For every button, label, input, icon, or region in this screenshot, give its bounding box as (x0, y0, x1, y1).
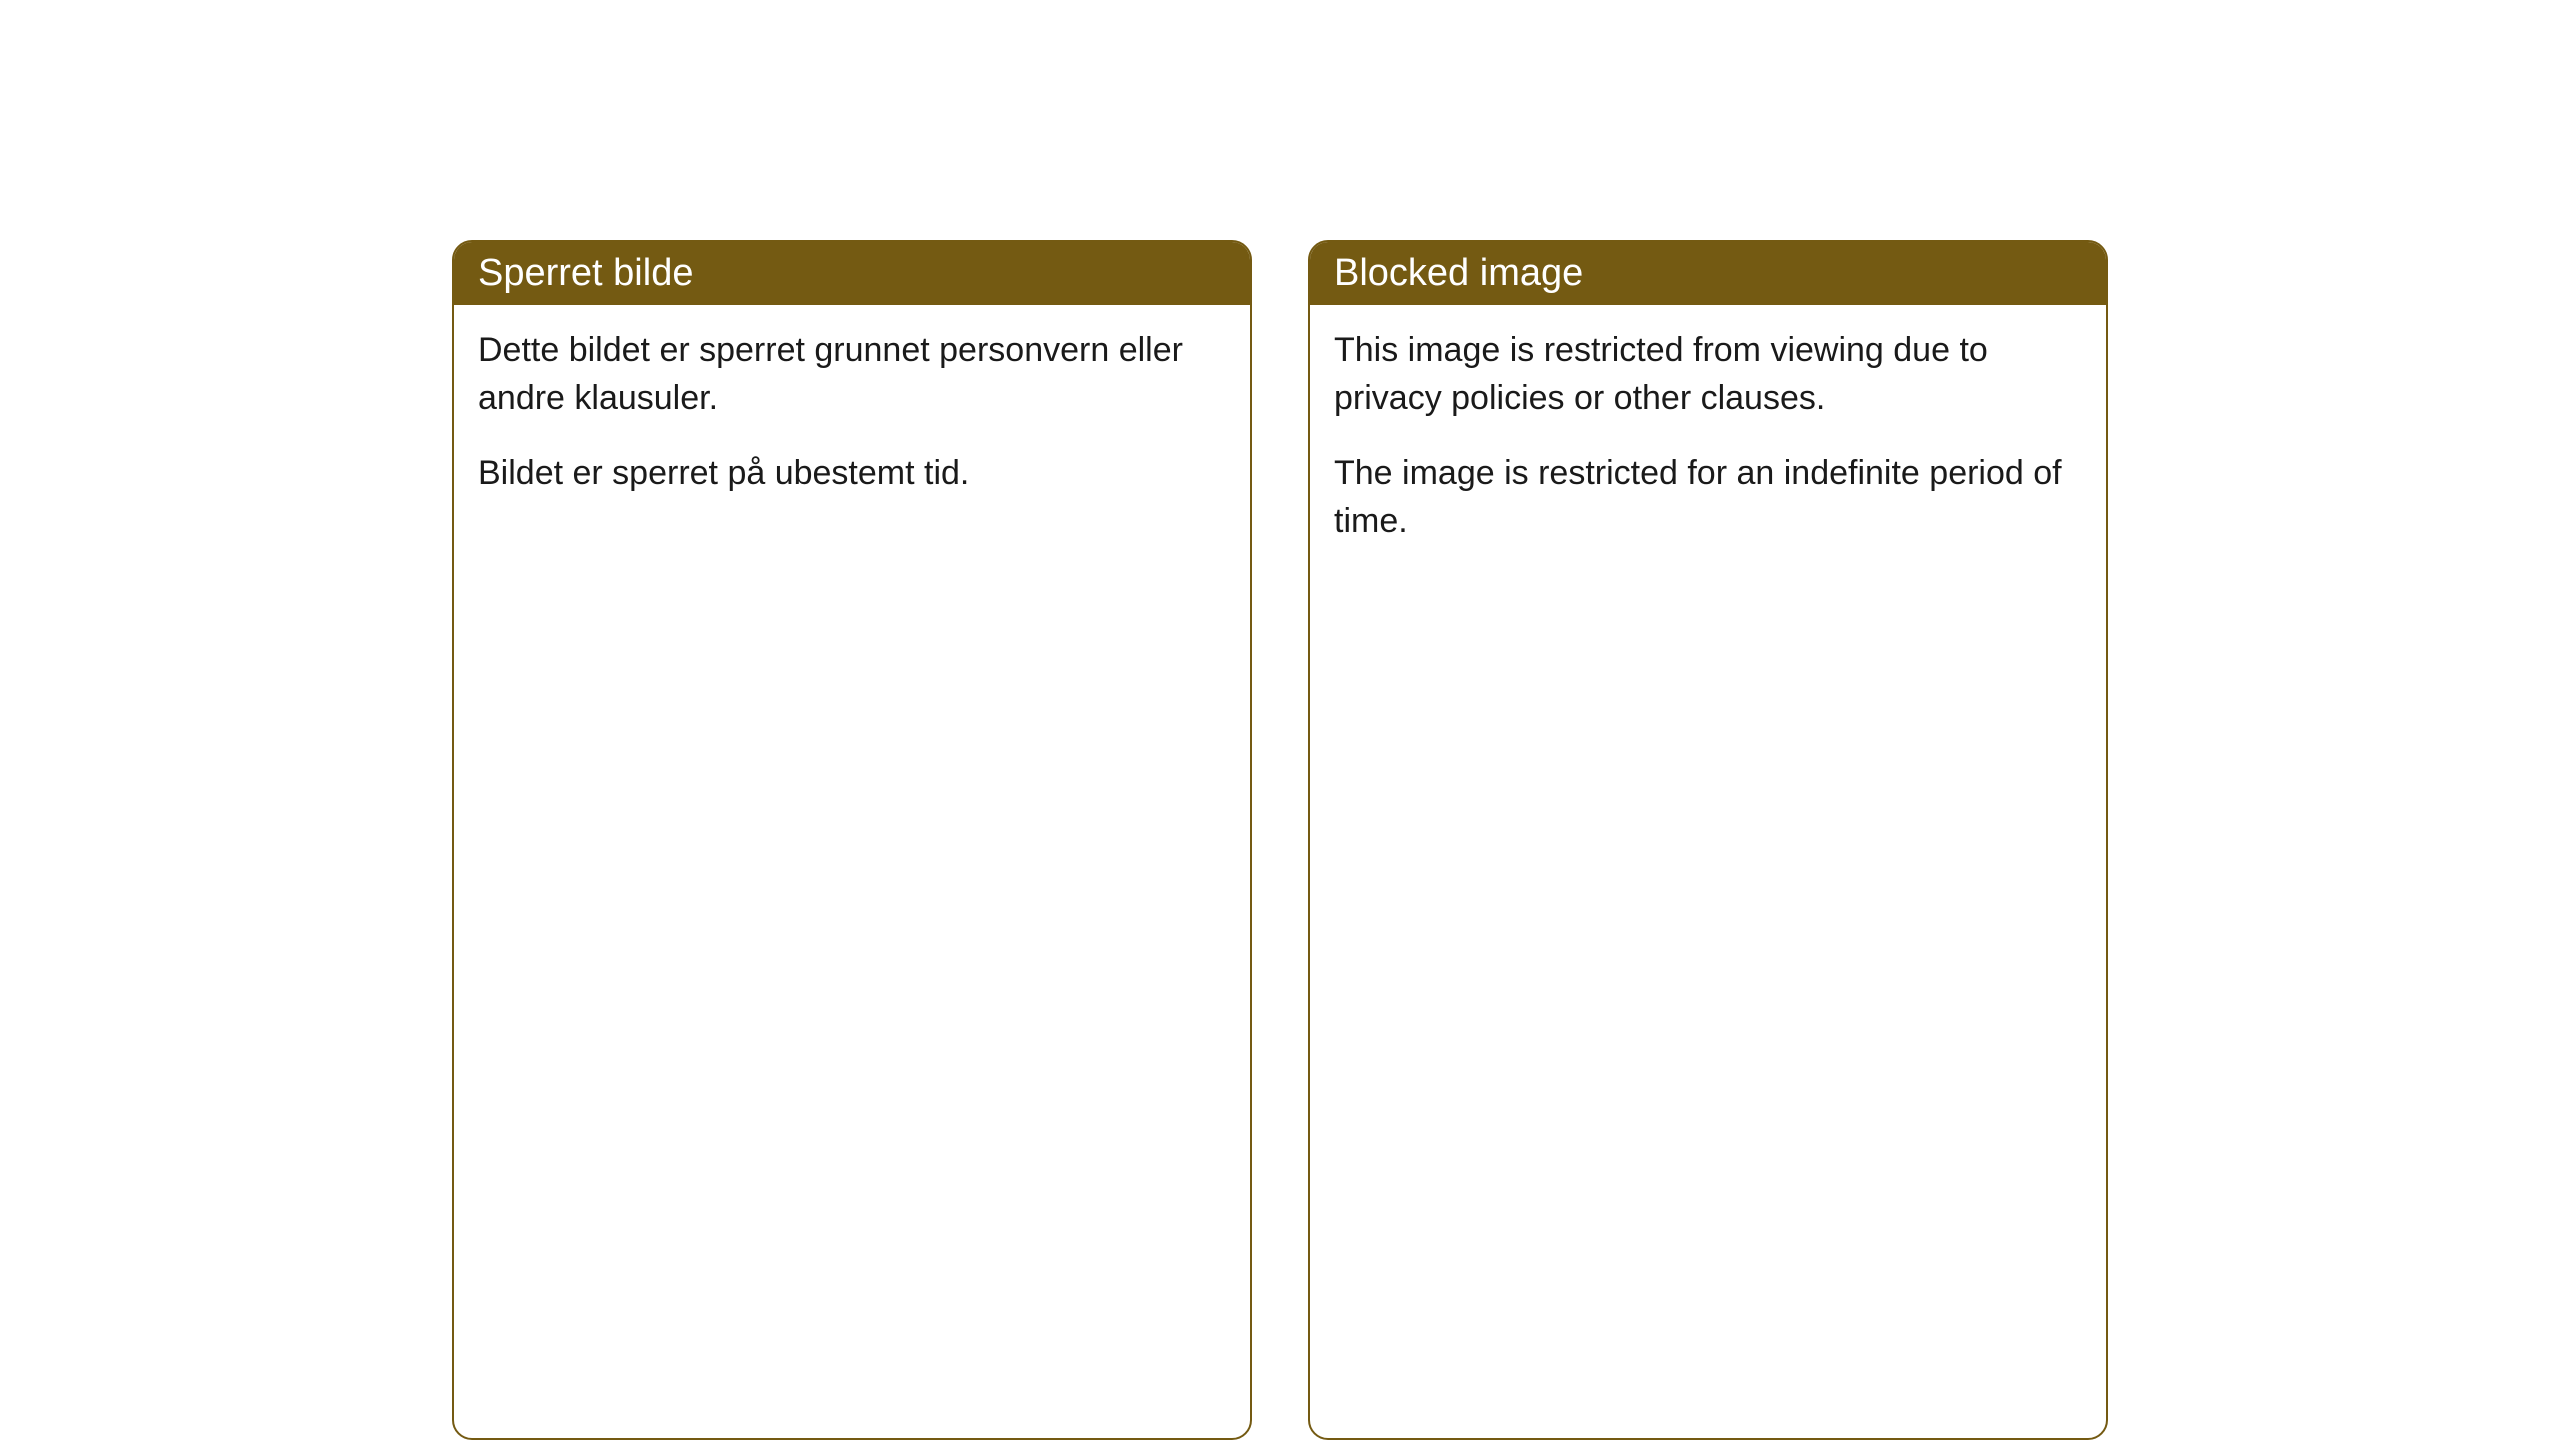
card-paragraph-1-english: This image is restricted from viewing du… (1334, 327, 2082, 422)
card-norwegian: Sperret bilde Dette bildet er sperret gr… (452, 240, 1252, 1440)
card-header-english: Blocked image (1310, 242, 2106, 305)
card-body-norwegian: Dette bildet er sperret grunnet personve… (454, 305, 1250, 534)
card-paragraph-2-norwegian: Bildet er sperret på ubestemt tid. (478, 450, 1226, 498)
card-body-english: This image is restricted from viewing du… (1310, 305, 2106, 581)
card-header-norwegian: Sperret bilde (454, 242, 1250, 305)
card-english: Blocked image This image is restricted f… (1308, 240, 2108, 1440)
cards-container: Sperret bilde Dette bildet er sperret gr… (452, 240, 2108, 1440)
card-paragraph-2-english: The image is restricted for an indefinit… (1334, 450, 2082, 545)
card-paragraph-1-norwegian: Dette bildet er sperret grunnet personve… (478, 327, 1226, 422)
